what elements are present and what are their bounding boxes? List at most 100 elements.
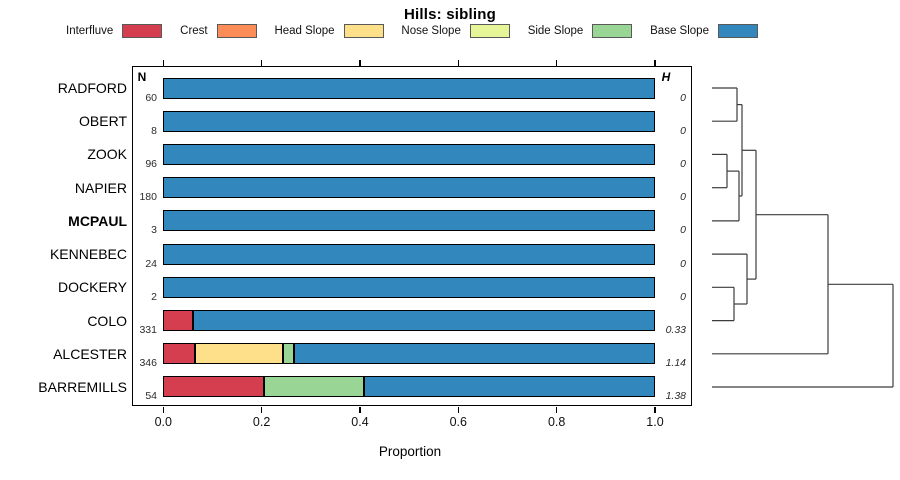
row-shannon-h: 0 [680,191,686,204]
x-axis-tick-top [162,60,164,66]
bar-segment-base-slope [363,376,655,398]
row-n-count: 2 [151,290,157,303]
bar-segment-base-slope [163,210,655,232]
bar-segment-base-slope [163,276,655,298]
x-axis-tick-label: 0.6 [449,415,467,429]
legend-swatch-nose-slope [469,24,510,38]
legend-label: Crest [180,25,208,37]
plot-border [132,66,692,406]
row-n-count: 96 [145,157,157,170]
x-axis-tick-top [654,60,656,66]
legend-swatch-head-slope [343,24,384,38]
bar-segment-side-slope [282,343,294,365]
bar-segment-interfluve [163,376,264,398]
chart-title: Hills: sibling [404,6,496,23]
row-shannon-h: 0 [680,224,686,237]
row-label-obert: OBERT [79,113,127,130]
stacked-bar-barremills [163,376,655,398]
h-column-header: H [661,70,671,84]
row-label-napier: NAPIER [74,179,127,196]
row-n-count: 24 [145,257,157,270]
legend-item-side-slope: Side Slope [528,24,633,38]
row-label-zook: ZOOK [87,146,127,163]
x-axis-tick-bottom [457,406,459,413]
x-axis-tick-bottom [162,406,164,413]
x-axis-tick-top [359,60,361,66]
legend-swatch-interfluve [122,24,163,38]
legend-swatch-side-slope [592,24,633,38]
legend-label: Interfluve [66,25,114,37]
n-column-header: N [137,70,147,84]
row-n-count: 180 [139,191,157,204]
row-shannon-h: 1.14 [665,357,686,370]
row-shannon-h: 0.33 [665,324,686,337]
stacked-bar-kennebec [163,243,655,265]
stacked-bar-mcpaul [163,210,655,232]
row-n-count: 346 [139,357,157,370]
stacked-bar-zook [163,143,655,165]
x-axis-tick-label: 0.2 [252,415,271,429]
x-axis-tick-top [457,60,459,66]
stacked-bar-alcester [163,343,655,365]
row-n-count: 3 [151,224,157,237]
x-axis-tick-top [261,60,263,66]
x-axis-tick-label: 0.4 [351,415,369,429]
x-axis-tick-label: 0.8 [547,415,566,429]
row-n-count: 331 [139,324,157,337]
bar-segment-side-slope [263,376,364,398]
stacked-bar-dockery [163,276,655,298]
bar-segment-base-slope [293,343,655,365]
x-axis-tick-label: 1.0 [646,415,664,429]
legend-label: Nose Slope [401,25,461,37]
x-axis-tick-bottom [359,406,361,413]
row-n-count: 60 [145,91,157,104]
bar-segment-interfluve [163,343,196,365]
x-axis-tick-bottom [654,406,656,413]
legend-label: Side Slope [527,25,584,37]
stacked-bar-colo [163,310,655,332]
x-axis-title: Proportion [378,444,442,459]
stacked-bar-radford [163,77,655,99]
legend-item-nose-slope: Nose Slope [401,24,510,38]
bar-segment-base-slope [163,110,655,132]
x-axis-tick-label: 0.0 [154,415,172,429]
row-label-colo: COLO [87,312,127,329]
row-shannon-h: 0 [680,91,686,104]
x-axis-tick-top [556,60,558,66]
legend-label: Base Slope [650,25,709,37]
row-shannon-h: 0 [680,157,686,170]
x-axis-tick-bottom [261,406,263,413]
legend-label: Head Slope [274,25,335,37]
bar-segment-base-slope [192,310,655,332]
bar-segment-base-slope [163,177,655,199]
legend-item-crest: Crest [180,24,257,38]
row-shannon-h: 0 [680,290,686,303]
row-n-count: 54 [145,390,157,403]
stacked-bar-napier [163,177,655,199]
row-label-mcpaul: MCPAUL [68,212,127,229]
bar-segment-head-slope [195,343,283,365]
row-shannon-h: 0 [680,257,686,270]
bar-segment-base-slope [163,143,655,165]
row-label-kennebec: KENNEBEC [49,246,127,263]
row-n-count: 8 [151,124,157,137]
bar-segment-base-slope [163,243,655,265]
row-label-dockery: DOCKERY [58,279,127,296]
row-label-radford: RADFORD [57,80,127,96]
row-shannon-h: 0 [680,124,686,137]
legend-item-base-slope: Base Slope [650,24,758,38]
row-shannon-h: 1.38 [665,390,686,403]
legend-item-interfluve: Interfluve [66,24,163,38]
legend-item-head-slope: Head Slope [274,24,384,38]
legend-swatch-base-slope [717,24,758,38]
bar-segment-base-slope [163,77,655,99]
x-axis-tick-bottom [556,406,558,413]
row-label-barremills: BARREMILLS [38,378,127,395]
legend-swatch-crest [216,24,257,38]
row-label-alcester: ALCESTER [53,345,127,362]
stacked-bar-obert [163,110,655,132]
bar-segment-interfluve [163,310,193,332]
legend: Interfluve Crest Head Slope Nose Slope Side … [66,24,758,38]
